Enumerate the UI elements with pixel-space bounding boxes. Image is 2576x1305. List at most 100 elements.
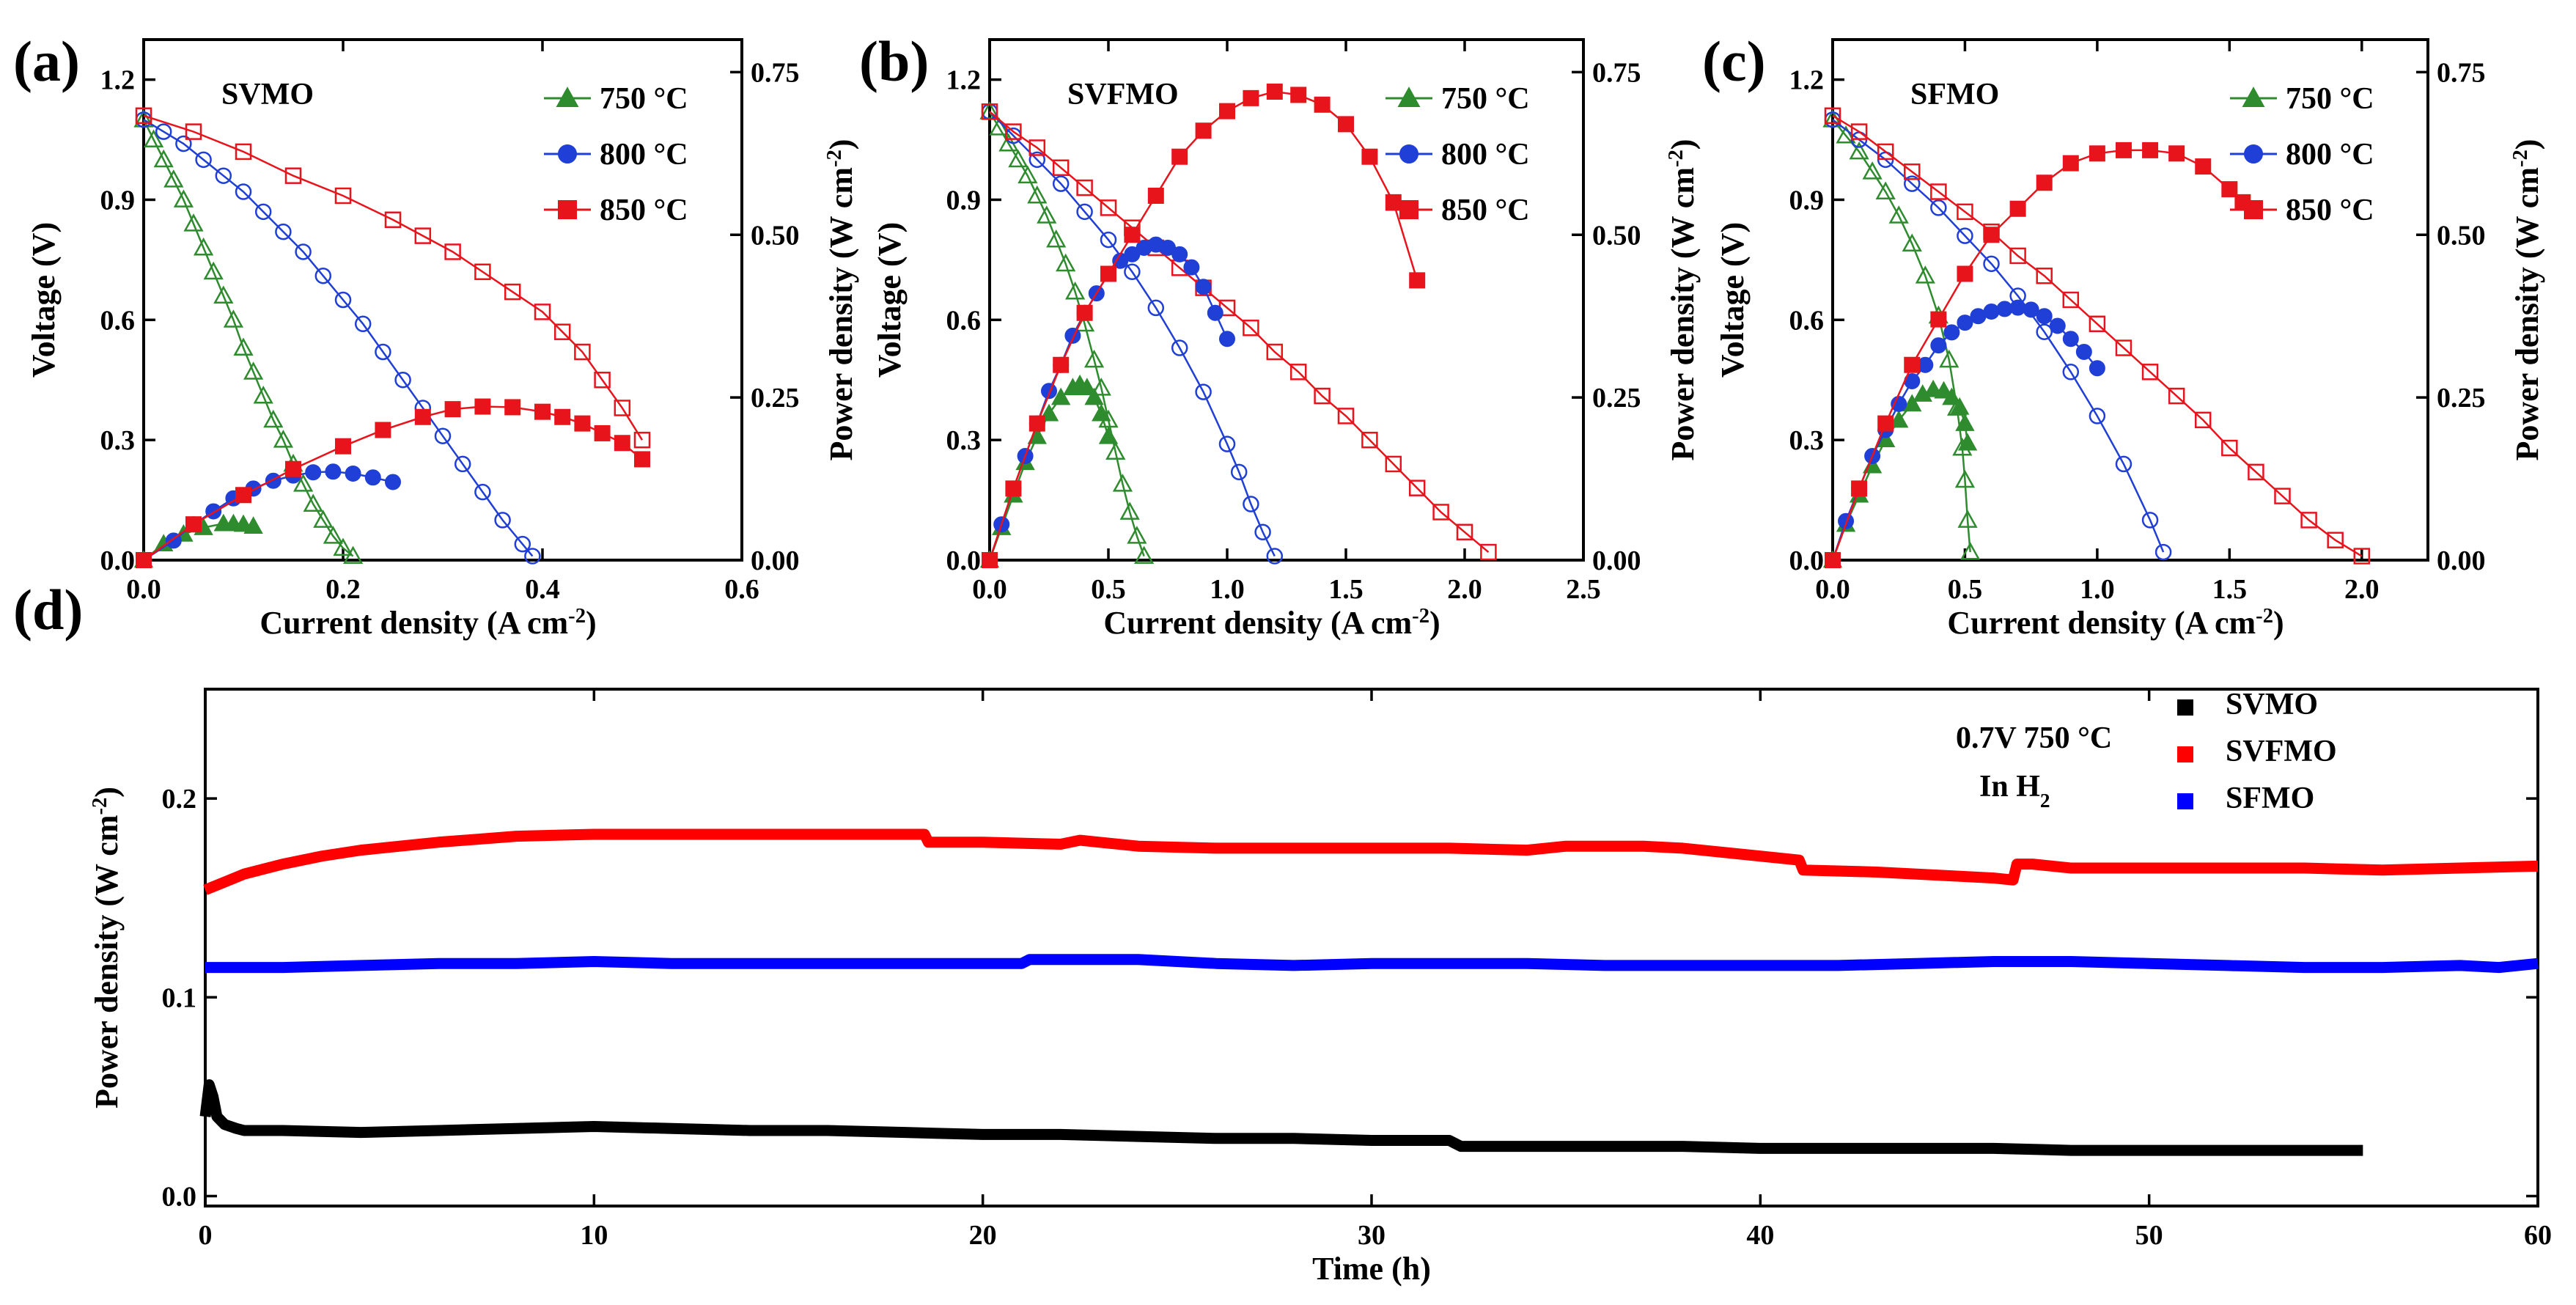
x-tick-label: 0.0 — [1815, 574, 1850, 605]
data-point — [305, 464, 322, 481]
data-point — [1836, 125, 1856, 144]
data-point — [1105, 441, 1126, 460]
data-point — [303, 493, 323, 512]
y2-axis-label: Power density (W cm-2) — [1665, 139, 1701, 461]
legend-marker — [1397, 87, 1421, 108]
data-point — [1053, 356, 1070, 373]
annotation-atmosphere-part-1: 2 — [2040, 790, 2050, 812]
data-point — [1930, 337, 1947, 354]
data-point — [1930, 199, 1947, 216]
panel-title: SVMO — [221, 78, 314, 111]
y-tick-label: 0.6 — [100, 305, 136, 336]
data-point — [434, 427, 452, 444]
data-point — [323, 526, 344, 544]
data-point — [1934, 381, 1954, 399]
data-point — [1825, 552, 1841, 568]
legend-marker — [558, 144, 577, 163]
data-point — [474, 483, 491, 501]
data-point — [1124, 227, 1141, 243]
data-point — [1314, 387, 1331, 405]
x-tick-label: 0.0 — [972, 574, 1007, 605]
x-axis-label: Time (h) — [1312, 1251, 1431, 1287]
data-point — [1027, 185, 1048, 204]
data-point — [1195, 122, 1212, 139]
annotation-atmosphere: In H2 — [1979, 770, 2050, 812]
legend-marker — [1399, 144, 1418, 163]
data-point — [1147, 188, 1164, 204]
data-point — [1824, 107, 1841, 125]
data-point — [155, 123, 172, 140]
data-point — [1957, 510, 1978, 528]
y-axis-label-part-1: -2 — [89, 798, 111, 815]
data-point — [2089, 408, 2106, 424]
y-tick-label: 0.3 — [946, 425, 982, 456]
data-point — [1207, 304, 1223, 321]
data-point — [1850, 123, 1868, 140]
data-point — [1930, 311, 1947, 328]
data-point — [1888, 205, 1909, 224]
data-point — [1171, 246, 1188, 262]
y-tick-label: 0.6 — [946, 305, 982, 336]
data-point — [233, 337, 254, 356]
legend-marker — [2244, 144, 2263, 163]
y2-axis-label-part-0: Power density (W cm — [823, 167, 859, 460]
data-point — [292, 474, 314, 492]
data-point — [1902, 233, 1922, 251]
x-axis-label-part-2: ) — [1429, 605, 1440, 641]
y-axis-label: Voltage (V) — [872, 222, 908, 378]
legend-marker — [558, 200, 577, 219]
legend-label: SFMO — [2226, 782, 2314, 815]
y2-axis-label-part-2: ) — [1665, 139, 1701, 150]
series-line — [989, 111, 1276, 557]
data-point — [1076, 179, 1093, 196]
data-point — [183, 213, 204, 232]
data-point — [185, 516, 202, 533]
data-point — [1849, 141, 1869, 160]
legend-label: 750 °C — [2286, 82, 2374, 116]
legend-label: 850 °C — [2286, 194, 2374, 227]
legend-label: 850 °C — [1441, 194, 1530, 227]
data-point — [1957, 203, 1973, 221]
data-point — [2115, 339, 2132, 356]
series-line — [203, 828, 2539, 895]
y2-tick-label: 0.75 — [2437, 57, 2486, 88]
data-point — [574, 415, 591, 432]
data-point — [364, 469, 381, 486]
legend-label: SVFMO — [2226, 735, 2337, 768]
data-point — [474, 398, 491, 415]
data-point — [1147, 299, 1165, 317]
data-point — [254, 203, 272, 221]
data-point — [2049, 317, 2066, 334]
data-point — [1290, 87, 1307, 103]
x-tick-label: 0.5 — [1948, 574, 1983, 605]
data-point — [1983, 255, 2000, 273]
x-tick-label: 20 — [969, 1220, 997, 1251]
series-b-1 — [981, 103, 1284, 565]
series-b-2 — [981, 103, 1497, 561]
data-point — [981, 103, 998, 120]
data-point — [284, 167, 302, 184]
series-line — [1832, 114, 2363, 557]
data-point — [1983, 227, 2000, 243]
x-tick-label: 2.0 — [1447, 574, 1482, 605]
data-point — [1230, 463, 1248, 481]
data-point — [1266, 84, 1283, 100]
data-point — [614, 435, 630, 452]
data-point — [534, 403, 551, 420]
data-point — [1930, 183, 1947, 200]
y-tick-label: 0.9 — [946, 185, 982, 216]
series-a-4 — [136, 463, 401, 568]
x-tick-label: 0.6 — [724, 574, 759, 605]
y2-tick-label: 0.00 — [2437, 545, 2486, 576]
data-point — [1046, 229, 1067, 248]
legend-b: 750 °C 800 °C 850 °C — [1385, 82, 1530, 227]
data-point — [2062, 331, 2079, 348]
data-point — [1996, 301, 2013, 317]
data-point — [2221, 181, 2238, 198]
legend-label: 750 °C — [1441, 82, 1530, 116]
series-c-5 — [1825, 141, 2251, 568]
x-tick-label: 40 — [1746, 1220, 1774, 1251]
data-point — [2115, 455, 2132, 473]
y-tick-label: 1.2 — [1789, 65, 1825, 96]
data-point — [1409, 272, 1426, 289]
